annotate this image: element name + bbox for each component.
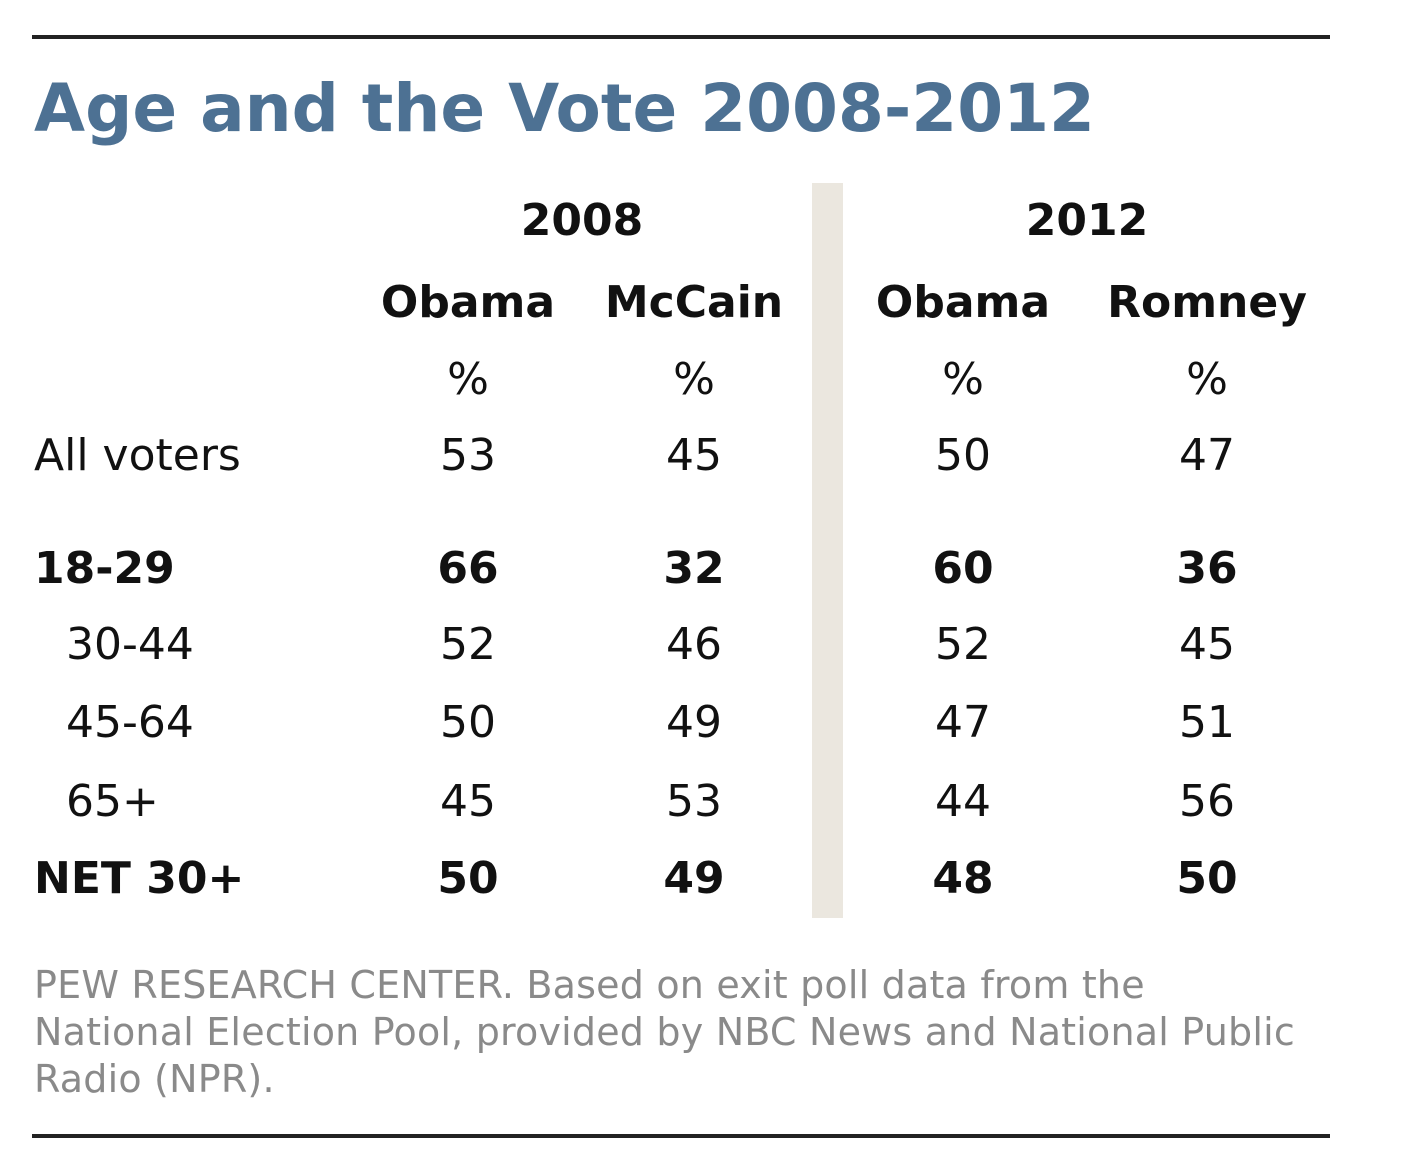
year-header-2012: 2012 bbox=[1025, 195, 1149, 246]
data-cell: 46 bbox=[666, 619, 722, 670]
data-cell: 45 bbox=[666, 430, 722, 481]
unit-label: % bbox=[673, 354, 715, 405]
data-cell: 47 bbox=[1179, 430, 1235, 481]
data-cell: 45 bbox=[1179, 619, 1235, 670]
column-divider bbox=[812, 183, 843, 918]
unit-label: % bbox=[447, 354, 489, 405]
bottom-rule bbox=[32, 1134, 1330, 1138]
row-label: 45-64 bbox=[66, 697, 194, 748]
year-header-2008: 2008 bbox=[520, 195, 644, 246]
top-rule bbox=[32, 35, 1330, 39]
source-note: PEW RESEARCH CENTER. Based on exit poll … bbox=[34, 963, 1295, 1101]
row-label: 18-29 bbox=[34, 543, 175, 594]
unit-label: % bbox=[1186, 354, 1228, 405]
row-label: NET 30+ bbox=[34, 853, 245, 904]
row-label: 65+ bbox=[66, 776, 159, 827]
data-cell: 50 bbox=[1176, 853, 1238, 904]
data-cell: 49 bbox=[666, 697, 722, 748]
data-cell: 32 bbox=[663, 543, 725, 594]
data-cell: 36 bbox=[1176, 543, 1238, 594]
chart-title: Age and the Vote 2008-2012 bbox=[34, 70, 1095, 147]
data-cell: 51 bbox=[1179, 697, 1235, 748]
candidate-header-mccain-2008: McCain bbox=[604, 277, 784, 328]
row-label: All voters bbox=[34, 430, 241, 481]
data-cell: 56 bbox=[1179, 776, 1235, 827]
candidate-header-romney-2012: Romney bbox=[1107, 277, 1307, 328]
data-cell: 50 bbox=[935, 430, 991, 481]
unit-label: % bbox=[942, 354, 984, 405]
data-cell: 48 bbox=[932, 853, 994, 904]
data-cell: 49 bbox=[663, 853, 725, 904]
row-label: 30-44 bbox=[66, 619, 194, 670]
data-cell: 45 bbox=[440, 776, 496, 827]
data-cell: 53 bbox=[666, 776, 722, 827]
data-cell: 44 bbox=[935, 776, 991, 827]
candidate-header-obama-2012: Obama bbox=[875, 277, 1051, 328]
data-cell: 53 bbox=[440, 430, 496, 481]
data-cell: 50 bbox=[440, 697, 496, 748]
data-cell: 52 bbox=[440, 619, 496, 670]
data-cell: 66 bbox=[437, 543, 499, 594]
data-cell: 52 bbox=[935, 619, 991, 670]
data-cell: 47 bbox=[935, 697, 991, 748]
candidate-header-obama-2008: Obama bbox=[380, 277, 556, 328]
data-cell: 60 bbox=[932, 543, 994, 594]
data-cell: 50 bbox=[437, 853, 499, 904]
